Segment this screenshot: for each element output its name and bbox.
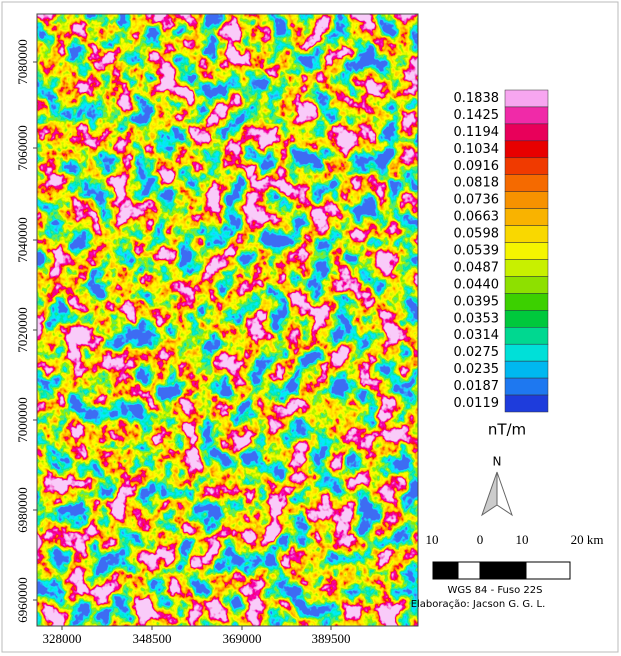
y-tick-label: 7080000	[15, 39, 30, 85]
legend-label: 0.0187	[454, 379, 500, 394]
legend-unit: nT/m	[488, 421, 526, 439]
map-border	[36, 13, 419, 627]
legend-swatch	[504, 208, 549, 226]
y-tick-label: 7000000	[15, 397, 30, 443]
scale-segment	[525, 561, 571, 580]
legend-swatch	[504, 191, 549, 209]
scale-label: 10	[426, 532, 439, 547]
legend-swatch	[504, 343, 549, 362]
legend-swatch	[504, 276, 549, 294]
x-tick-label: 369000	[223, 631, 262, 646]
y-tick-label: 7020000	[15, 307, 30, 353]
legend-label: 0.1425	[454, 108, 500, 123]
legend-swatch	[504, 377, 549, 396]
north-label: N	[493, 455, 502, 469]
legend-label: 0.0736	[454, 193, 500, 208]
legend-label: 0.0440	[454, 277, 500, 292]
projection: WGS 84 - Fuso 22S	[448, 585, 543, 596]
legend-swatch	[504, 360, 549, 379]
legend-label: 0.1194	[454, 125, 500, 140]
legend-swatch	[504, 106, 549, 125]
legend-label: 0.0119	[454, 396, 500, 411]
legend-swatch	[504, 140, 549, 159]
legend-swatch	[504, 174, 549, 192]
legend-label: 0.0598	[454, 227, 500, 242]
scale-segment	[457, 561, 481, 580]
legend-swatch	[504, 225, 549, 243]
scale-label: 10	[516, 532, 529, 547]
legend-label: 0.0395	[454, 294, 500, 309]
y-tick-label: 6960000	[15, 577, 30, 623]
y-tick-label: 7060000	[15, 125, 30, 171]
north-arrow	[481, 471, 513, 517]
author: Elaboração: Jacson G. G. L.	[411, 599, 546, 610]
scale-label: 0	[477, 532, 484, 547]
legend-label: 0.0916	[454, 159, 500, 174]
legend-swatch	[504, 327, 549, 345]
legend-label: 0.0235	[454, 362, 500, 377]
legend-label: 0.0275	[454, 345, 500, 360]
scale-segment	[432, 561, 459, 580]
legend-swatch	[504, 293, 549, 311]
legend-swatch	[504, 394, 549, 413]
legend-swatch	[504, 259, 549, 277]
legend-swatch	[504, 242, 549, 260]
scale-segment	[502, 561, 527, 580]
legend-label: 0.1838	[454, 91, 500, 106]
scale-segment	[479, 561, 504, 580]
raster-map	[37, 14, 418, 626]
x-tick-label: 328000	[43, 631, 82, 646]
y-tick-label: 6980000	[15, 487, 30, 533]
legend-swatch	[504, 157, 549, 175]
legend-label: 0.1034	[454, 142, 500, 157]
legend-label: 0.0314	[454, 328, 500, 343]
legend-swatch	[504, 310, 549, 328]
scale-label: 20 km	[571, 532, 604, 547]
y-tick-label: 7040000	[15, 217, 30, 263]
legend-label: 0.0663	[454, 210, 500, 225]
legend-swatch	[504, 89, 549, 108]
legend-label: 0.0487	[454, 260, 500, 275]
x-tick-label: 348500	[133, 631, 172, 646]
legend-swatch	[504, 123, 549, 142]
legend-label: 0.0539	[454, 244, 500, 259]
legend-label: 0.0818	[454, 176, 500, 191]
legend-label: 0.0353	[454, 311, 500, 326]
x-tick-label: 389500	[312, 631, 351, 646]
